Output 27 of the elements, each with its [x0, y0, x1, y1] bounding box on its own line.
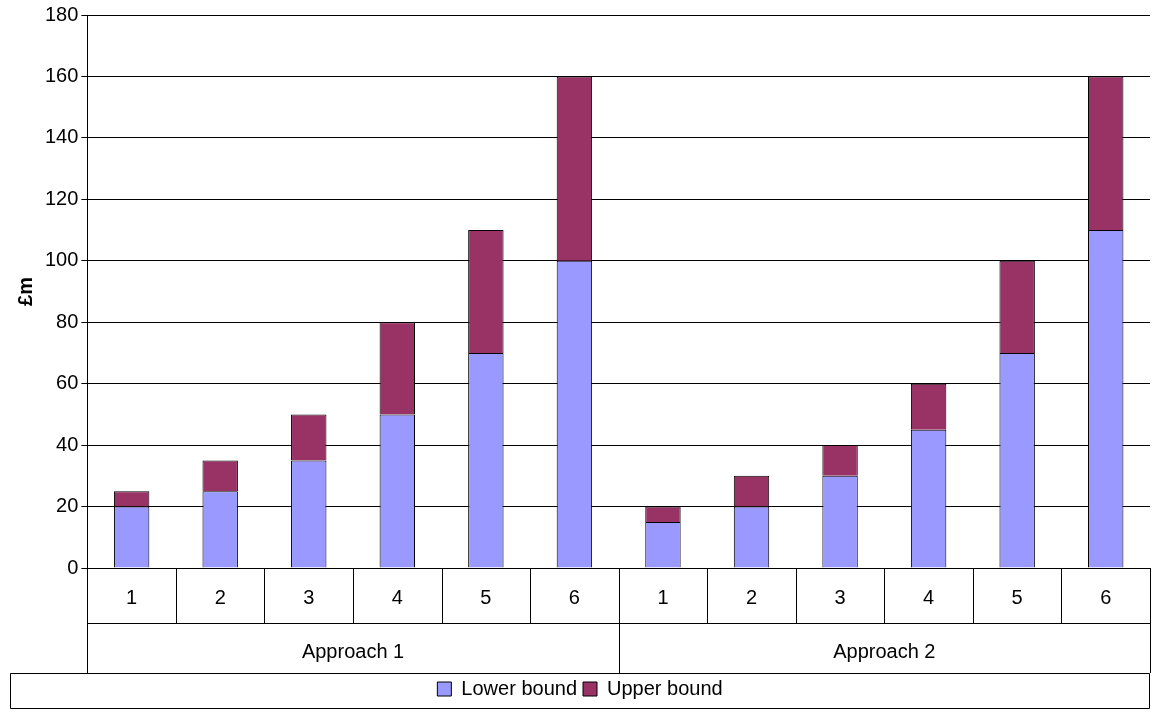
text: Approach 2: [833, 639, 936, 662]
y-tick-label: 140: [44, 125, 79, 148]
x-tick-label: 4: [923, 585, 935, 608]
legend-label: Upper bound: [607, 676, 723, 699]
y-tick-label: 40: [56, 432, 79, 455]
x-tick-label: 5: [1011, 585, 1023, 608]
y-tick-label: 100: [44, 248, 79, 271]
y-tick-label: 120: [44, 186, 79, 209]
x-tick-label: 3: [303, 585, 315, 608]
x-tick-label: 5: [480, 585, 492, 608]
y-axis-title: £m: [13, 277, 36, 306]
y-tick-label: 80: [56, 309, 79, 332]
x-tick-label: 1: [657, 585, 669, 608]
x-tick-label: 2: [745, 585, 758, 608]
x-tick-label: 1: [126, 585, 138, 608]
x-tick-label: 2: [214, 585, 226, 608]
y-tick-label: 20: [56, 494, 79, 517]
legend-label: Lower bound: [461, 676, 578, 699]
x-tick-label: 6: [1100, 585, 1112, 608]
y-tick-label: 160: [44, 63, 79, 86]
x-tick-label: 4: [391, 585, 403, 608]
y-tick-label: 60: [56, 371, 79, 394]
y-tick-label: 0: [67, 555, 79, 578]
x-tick-label: 3: [834, 585, 846, 608]
text: Approach 1: [301, 639, 405, 662]
x-tick-label: 6: [568, 585, 580, 608]
y-tick-label: 180: [44, 2, 79, 25]
